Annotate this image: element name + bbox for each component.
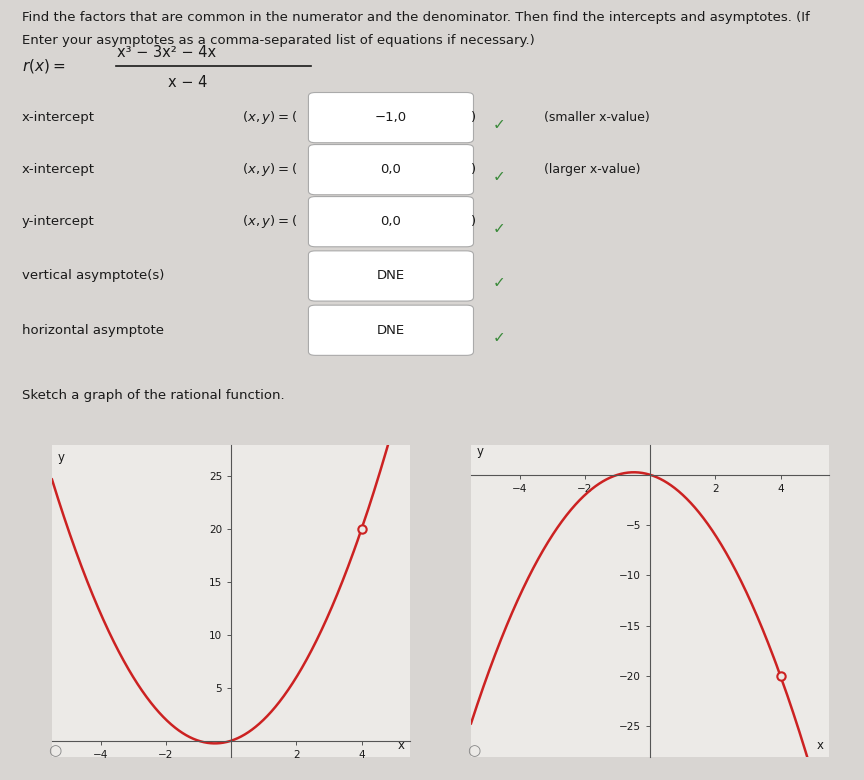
Text: x³ − 3x² − 4x: x³ − 3x² − 4x [117,44,216,59]
Text: y: y [476,445,483,458]
Text: $(x, y) = ($: $(x, y) = ($ [242,161,297,178]
Text: ✓: ✓ [492,329,505,345]
Text: y-intercept: y-intercept [22,215,94,229]
Text: Enter your asymptotes as a comma-separated list of equations if necessary.): Enter your asymptotes as a comma-separat… [22,34,534,47]
FancyBboxPatch shape [308,305,473,356]
FancyBboxPatch shape [308,251,473,301]
Text: horizontal asymptote: horizontal asymptote [22,324,163,337]
FancyBboxPatch shape [308,144,473,195]
Text: ✓: ✓ [492,169,505,184]
FancyBboxPatch shape [308,93,473,143]
Text: ✓: ✓ [492,117,505,132]
Text: (smaller x-value): (smaller x-value) [544,111,650,124]
Text: $(x, y) = ($: $(x, y) = ($ [242,213,297,230]
Text: ○: ○ [467,743,480,758]
Text: Find the factors that are common in the numerator and the denominator. Then find: Find the factors that are common in the … [22,11,810,24]
Text: Sketch a graph of the rational function.: Sketch a graph of the rational function. [22,389,284,402]
Text: 0,0: 0,0 [380,215,402,229]
Text: ): ) [471,111,476,124]
Text: −1,0: −1,0 [375,111,407,124]
Text: x-intercept: x-intercept [22,111,94,124]
Text: ): ) [471,163,476,176]
Text: x: x [817,739,824,752]
Text: x − 4: x − 4 [168,75,208,90]
Text: x-intercept: x-intercept [22,163,94,176]
Text: 0,0: 0,0 [380,163,402,176]
Text: ): ) [471,215,476,229]
Text: ○: ○ [48,743,61,758]
Text: x: x [398,739,405,752]
Text: $r(x) =$: $r(x) =$ [22,56,65,75]
Text: ✓: ✓ [492,275,505,290]
Text: ✓: ✓ [492,221,505,236]
Text: DNE: DNE [377,269,405,282]
Text: y: y [57,451,64,463]
Text: DNE: DNE [377,324,405,337]
Text: (larger x-value): (larger x-value) [544,163,641,176]
Text: $(x, y) = ($: $(x, y) = ($ [242,109,297,126]
FancyBboxPatch shape [308,197,473,246]
Text: vertical asymptote(s): vertical asymptote(s) [22,269,164,282]
